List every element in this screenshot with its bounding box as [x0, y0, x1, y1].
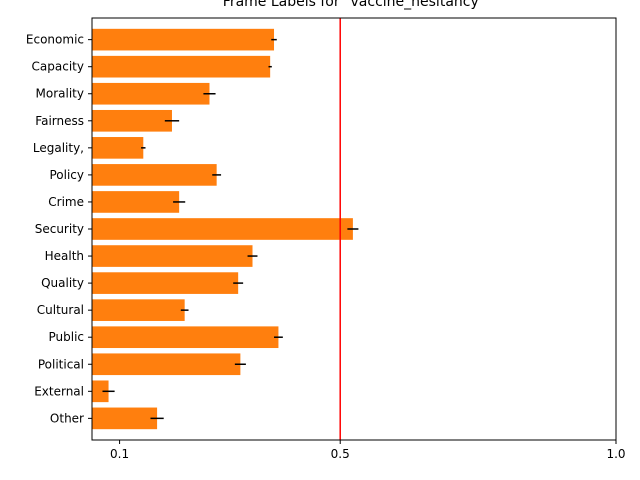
x-tick-label: 1.0: [606, 447, 625, 461]
bar-other: [92, 407, 158, 430]
y-tick-label: Security: [35, 222, 84, 236]
bar-health: [92, 245, 253, 267]
y-tick-label: Crime: [48, 195, 84, 209]
bar-policy: [92, 164, 217, 186]
error-bars-group: [102, 38, 359, 420]
y-tick-label: Fairness: [35, 114, 84, 128]
bar-quality: [92, 272, 239, 294]
bar-cultural: [92, 299, 185, 321]
y-tick-label: Other: [50, 411, 84, 425]
x-tick-label: 0.1: [110, 447, 129, 461]
y-axis: Economic Capacity Morality Fairness Legality…: [26, 33, 92, 425]
bar-public: [92, 326, 279, 349]
y-tick-label: Policy: [49, 168, 84, 182]
y-tick-label: Morality: [36, 87, 84, 101]
y-tick-label: Legality,: [33, 141, 84, 155]
x-tick-label: 0.5: [331, 447, 350, 461]
y-tick-label: Political: [38, 357, 84, 371]
bar-capacity: [92, 55, 271, 78]
bar-external: [92, 380, 109, 403]
y-tick-label: Capacity: [32, 60, 84, 74]
y-tick-label: Quality: [41, 276, 84, 290]
y-tick-label: Economic: [26, 33, 84, 47]
y-tick-label: Cultural: [37, 303, 84, 317]
x-axis: 0.1 0.5 1.0: [110, 440, 626, 461]
bar-morality: [92, 82, 210, 105]
bar-security: [92, 218, 353, 240]
bar-political: [92, 353, 241, 376]
chart-title: Frame Labels for "vaccine_hesitancy": [223, 0, 485, 10]
bar-fairness: [92, 109, 172, 132]
bar-economic: [92, 28, 275, 51]
y-tick-label: External: [34, 384, 84, 398]
y-tick-label: Public: [48, 330, 84, 344]
bars-group: [92, 28, 353, 430]
bar-crime: [92, 191, 180, 213]
bar-legality: [92, 137, 144, 159]
y-tick-label: Health: [45, 249, 84, 263]
